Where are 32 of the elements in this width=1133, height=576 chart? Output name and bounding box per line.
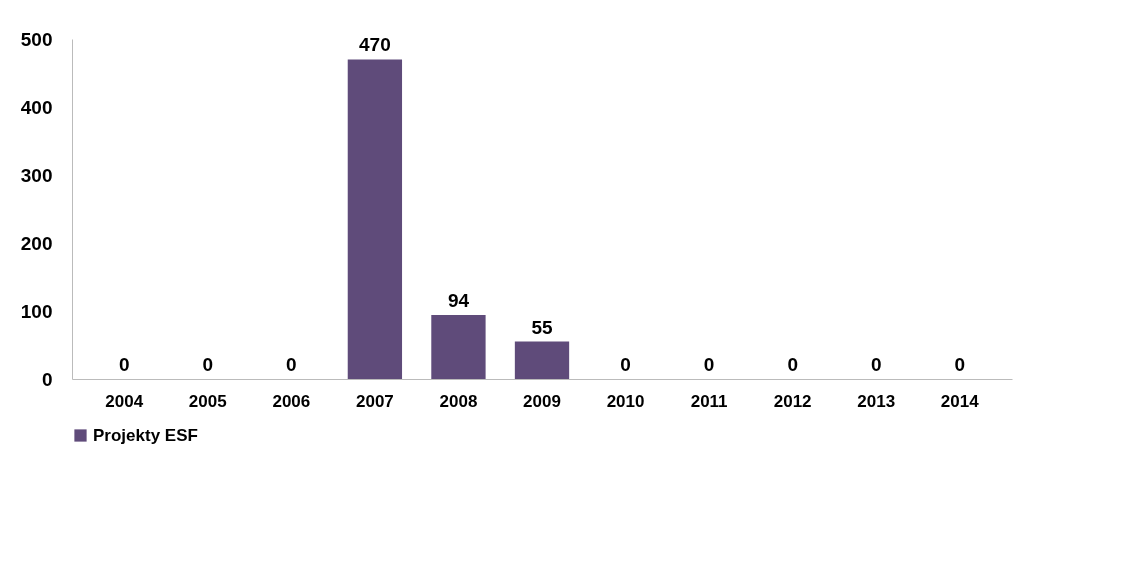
bar — [431, 315, 486, 379]
x-tick-label: 2012 — [773, 391, 812, 411]
data-label: 94 — [447, 290, 470, 312]
x-tick-label: 2008 — [439, 391, 478, 411]
x-tick-label: 2013 — [857, 391, 896, 411]
x-tick-label: 2014 — [940, 391, 980, 411]
y-tick-label: 200 — [20, 232, 53, 254]
data-label: 0 — [954, 354, 966, 375]
data-label: 0 — [787, 354, 798, 375]
data-label: 55 — [531, 316, 553, 338]
y-tick-label: 500 — [20, 28, 53, 50]
data-label: 0 — [118, 354, 130, 375]
data-label: 0 — [870, 354, 882, 375]
x-tick-label: 2007 — [355, 391, 394, 411]
y-tick-label: 100 — [20, 300, 53, 322]
y-tick-label: 400 — [20, 96, 53, 118]
y-tick-label: 300 — [20, 164, 53, 186]
bar — [514, 341, 570, 379]
data-label: 0 — [286, 354, 297, 375]
legend-label: Projekty ESF — [93, 425, 198, 445]
bar — [347, 59, 403, 379]
x-tick-label: 2004 — [105, 391, 144, 411]
data-label: 470 — [359, 34, 391, 56]
data-label: 0 — [703, 354, 715, 375]
x-tick-label: 2011 — [690, 391, 728, 411]
data-label: 0 — [620, 354, 631, 375]
y-tick-label: 0 — [41, 368, 53, 390]
x-tick-label: 2005 — [188, 391, 227, 411]
data-label: 0 — [202, 354, 214, 375]
x-tick-label: 2006 — [272, 391, 311, 411]
x-tick-label: 2009 — [523, 391, 561, 411]
x-tick-label: 2010 — [606, 391, 645, 411]
